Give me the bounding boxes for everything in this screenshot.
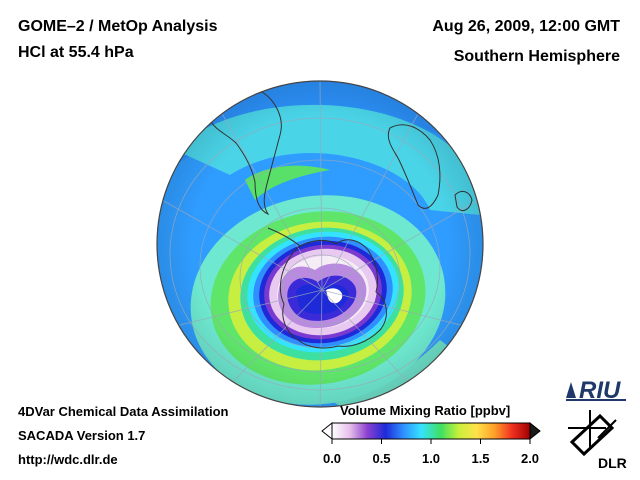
coastlines xyxy=(209,91,473,349)
colorbar-tick-label: 1.0 xyxy=(421,451,441,466)
antarctica-outline xyxy=(279,239,387,349)
africa-outline xyxy=(387,124,441,209)
colorbar-gradient xyxy=(331,422,531,440)
map-subtitle: HCl at 55.4 hPa xyxy=(18,44,134,61)
map-title: GOME–2 / MetOp Analysis xyxy=(18,18,218,35)
colorbar-title: Volume Mixing Ratio [ppbv] xyxy=(340,403,511,418)
hemisphere-label: Southern Hemisphere xyxy=(453,48,620,65)
method-label: 4DVar Chemical Data Assimilation xyxy=(18,404,229,419)
dlr-logo: DLR xyxy=(568,410,627,471)
source-url: http://wdc.dlr.de xyxy=(18,452,118,467)
south-america-outline xyxy=(209,91,282,216)
colorbar-max-arrow xyxy=(529,421,541,441)
colorbar-tick-label: 0.0 xyxy=(322,451,342,466)
dlr-logo-text: DLR xyxy=(598,455,627,471)
colorbar-tick-label: 2.0 xyxy=(520,451,540,466)
antarctic-peninsula-outline xyxy=(267,227,301,247)
riu-logo: RIU xyxy=(566,377,626,404)
colorbar xyxy=(321,421,541,444)
colorbar-tick-label: 0.5 xyxy=(372,451,391,466)
version-label: SACADA Version 1.7 xyxy=(18,428,146,443)
colorbar-min-arrow xyxy=(321,421,333,441)
madagascar-outline xyxy=(454,190,473,211)
colorbar-tick-label: 1.5 xyxy=(471,451,490,466)
analysis-datetime: Aug 26, 2009, 12:00 GMT xyxy=(432,18,620,35)
globe-rim xyxy=(156,80,484,408)
graticule xyxy=(159,81,481,407)
